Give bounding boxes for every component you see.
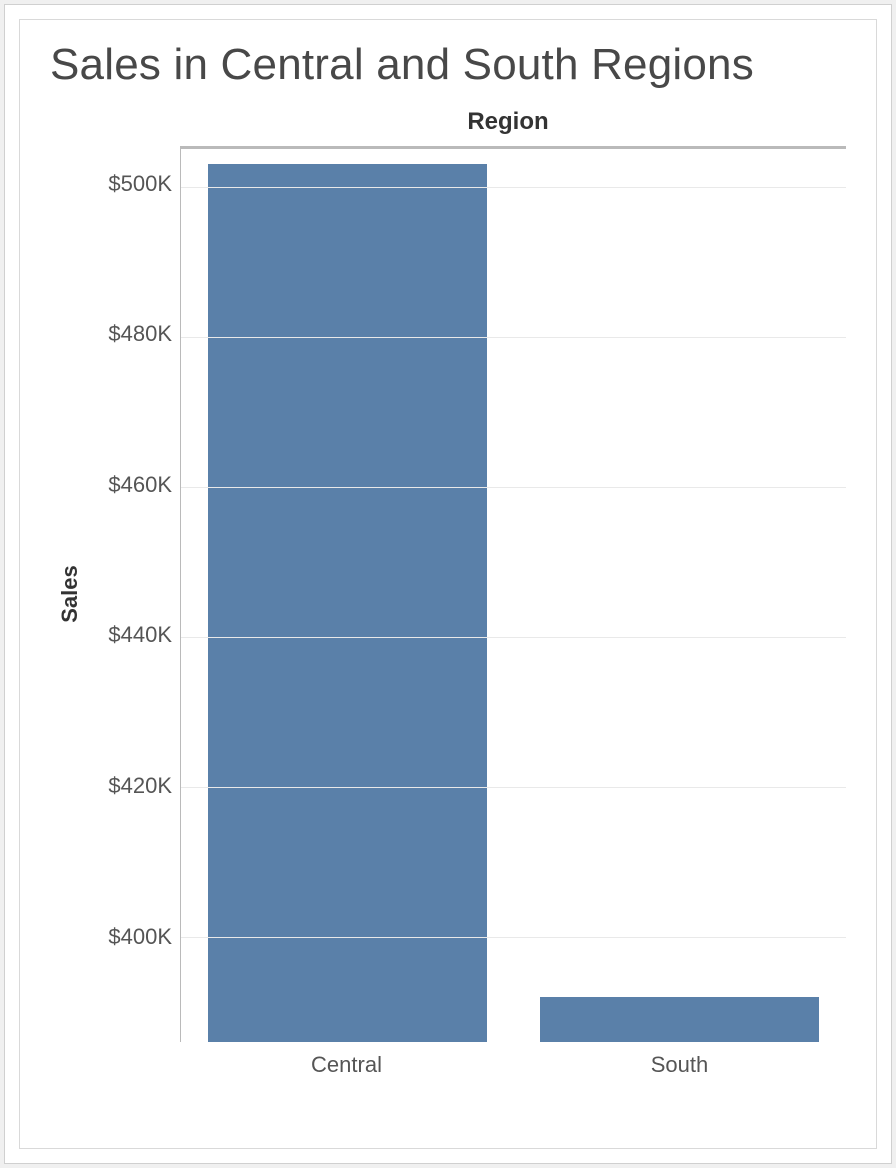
bars-container [181, 149, 846, 1042]
gridline [181, 787, 846, 788]
bar-slot [181, 149, 514, 1042]
y-tick-label: $420K [108, 773, 172, 799]
y-axis-title-wrap: Sales [50, 146, 90, 1042]
x-tick-label: South [513, 1052, 846, 1078]
gridline [181, 337, 846, 338]
y-tick-label: $480K [108, 321, 172, 347]
y-axis-title: Sales [57, 565, 83, 623]
y-tick-label: $440K [108, 622, 172, 648]
bar-south[interactable] [540, 997, 819, 1042]
gridline [181, 937, 846, 938]
bottom-spacer [50, 1078, 846, 1118]
chart-body: Sales $500K $480K $460K $440K $420K $400K [50, 146, 846, 1042]
gridline [181, 637, 846, 638]
y-tick-label: $460K [108, 472, 172, 498]
chart-outer-frame: Sales in Central and South Regions Regio… [4, 4, 892, 1164]
gridline [181, 187, 846, 188]
chart-inner-frame: Sales in Central and South Regions Regio… [19, 19, 877, 1149]
y-axis-ticks: $500K $480K $460K $440K $420K $400K [90, 146, 180, 1042]
bar-slot [514, 149, 847, 1042]
plot-area [180, 146, 846, 1042]
bar-central[interactable] [208, 164, 487, 1042]
chart-title: Sales in Central and South Regions [50, 40, 846, 90]
x-tick-label: Central [180, 1052, 513, 1078]
y-tick-label: $400K [108, 924, 172, 950]
x-axis-labels: CentralSouth [180, 1052, 846, 1078]
gridline [181, 487, 846, 488]
x-axis-title: Region [170, 108, 846, 136]
y-tick-label: $500K [108, 171, 172, 197]
